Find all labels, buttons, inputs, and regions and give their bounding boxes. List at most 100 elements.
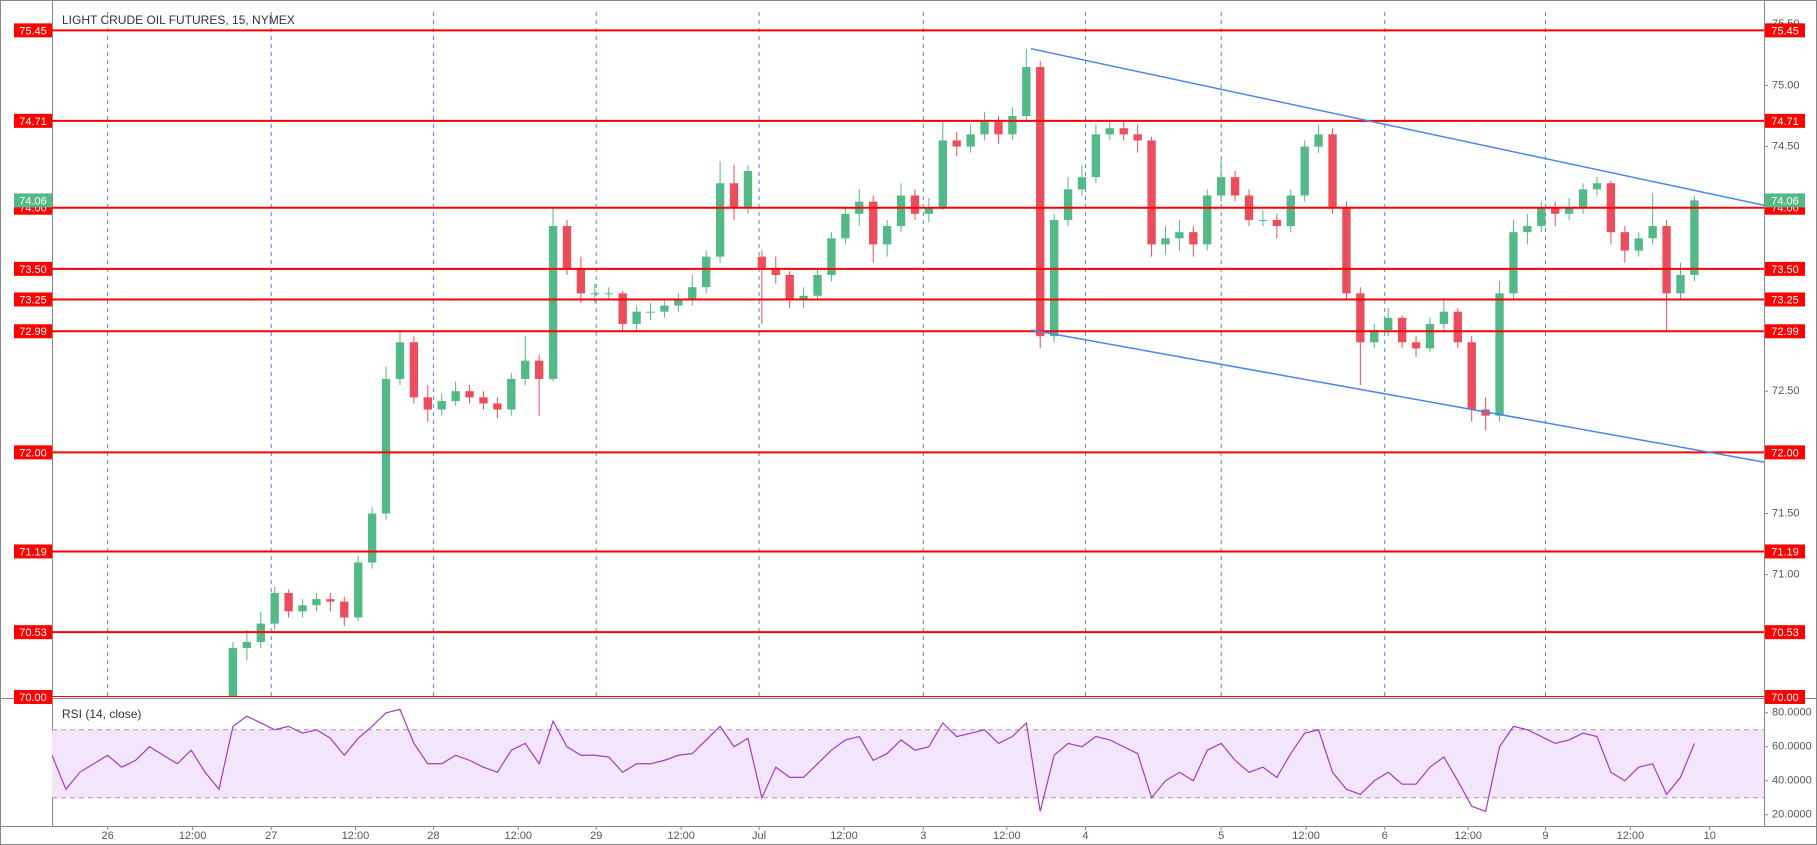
- candle-body: [1439, 311, 1449, 324]
- level-badge: [1765, 324, 1805, 339]
- candle-body: [534, 360, 544, 379]
- candle-body: [688, 287, 697, 300]
- y-tick-label: 60.0000: [1772, 741, 1812, 753]
- trend-line: [1030, 329, 1764, 463]
- candle-body: [813, 274, 822, 296]
- candle-body: [548, 226, 558, 379]
- candle-body: [228, 648, 238, 697]
- candle-body: [1105, 128, 1114, 135]
- level-label: 72.99: [19, 326, 47, 338]
- candle-body: [423, 397, 432, 410]
- x-tick-label: 12:00: [667, 830, 695, 842]
- candle-body: [381, 378, 391, 514]
- candle-body: [1091, 134, 1101, 178]
- candle-body: [1690, 200, 1699, 275]
- candle-body: [1411, 342, 1421, 349]
- candle-body: [1578, 189, 1588, 208]
- candle-body: [1300, 146, 1309, 196]
- x-tick-label: 5: [1218, 830, 1224, 842]
- y-tick-label: 71.00: [1772, 569, 1800, 581]
- candle-body: [660, 305, 669, 312]
- candle-body: [354, 562, 363, 618]
- rsi-title: RSI (14, close): [62, 707, 141, 721]
- last-price-label: 74.06: [1771, 195, 1799, 207]
- level-label: 75.45: [1771, 25, 1799, 37]
- x-tick-label: 29: [590, 830, 602, 842]
- y-tick-label: 74.50: [1772, 140, 1800, 152]
- y-tick-label: 75.00: [1772, 79, 1800, 91]
- candle-body: [340, 601, 349, 618]
- candle-body: [590, 293, 600, 295]
- level-label: 73.50: [1771, 264, 1799, 276]
- level-label: 70.53: [1771, 627, 1799, 639]
- candle-body: [284, 593, 293, 612]
- candle-body: [841, 213, 850, 239]
- candle-body: [1648, 226, 1657, 239]
- candle-body: [785, 274, 794, 300]
- candle-body: [799, 295, 808, 300]
- candle-body: [604, 293, 613, 295]
- candle-body: [1634, 238, 1643, 251]
- last-price-badge: [1765, 193, 1805, 208]
- candle-body: [646, 311, 655, 313]
- candle-body: [1203, 195, 1212, 245]
- x-tick-label: 10: [1704, 830, 1716, 842]
- level-label: 72.00: [19, 447, 47, 459]
- candle-body: [715, 183, 725, 257]
- candle-body: [1397, 317, 1407, 343]
- candle-body: [1230, 177, 1240, 196]
- candle-body: [1384, 317, 1393, 331]
- candle-body: [1175, 232, 1184, 239]
- level-badge: [14, 690, 52, 704]
- level-label: 71.19: [1771, 546, 1799, 558]
- candle-body: [1008, 115, 1017, 135]
- candle-body: [312, 599, 321, 606]
- level-label: 74.71: [19, 116, 47, 128]
- x-tick-label: 27: [265, 830, 277, 842]
- candle-body: [771, 268, 780, 275]
- candle-body: [729, 183, 739, 208]
- x-tick-label: 9: [1542, 830, 1548, 842]
- candle-body: [1495, 293, 1504, 416]
- candle-body: [479, 397, 488, 404]
- candle-body: [1551, 207, 1560, 214]
- candle-body: [1133, 134, 1142, 141]
- candle-body: [270, 593, 279, 624]
- candle-body: [1147, 140, 1156, 245]
- candle-body: [1049, 219, 1059, 337]
- candle-body: [1676, 274, 1685, 294]
- candle-body: [757, 256, 767, 269]
- x-tick-label: 3: [920, 830, 926, 842]
- candle-body: [326, 599, 335, 602]
- x-tick-label: 12:00: [342, 830, 370, 842]
- level-label: 73.25: [19, 294, 47, 306]
- candle-body: [1425, 323, 1435, 349]
- level-badge: [14, 445, 52, 460]
- candle-body: [1342, 207, 1351, 294]
- candle-body: [1022, 67, 1031, 116]
- candle-body: [395, 342, 405, 379]
- plot-area: [52, 12, 1764, 697]
- candle-body: [869, 201, 878, 245]
- level-label: 72.99: [1771, 326, 1799, 338]
- level-badge: [14, 23, 52, 38]
- level-badge: [14, 544, 52, 559]
- candle-body: [966, 134, 975, 147]
- level-badge: [1765, 113, 1805, 128]
- candle-body: [896, 195, 906, 227]
- candle-body: [1467, 342, 1476, 410]
- rsi-band: [52, 729, 1764, 798]
- level-badge: [1765, 292, 1805, 307]
- candle-body: [521, 360, 530, 379]
- candle-body: [632, 311, 641, 324]
- level-label: 73.25: [1771, 294, 1799, 306]
- candle-body: [743, 171, 753, 208]
- y-tick-label: 80.0000: [1772, 707, 1812, 719]
- candle-body: [1592, 183, 1602, 190]
- candle-body: [924, 207, 934, 214]
- x-tick-label: 28: [427, 830, 439, 842]
- candle-body: [493, 403, 502, 410]
- candle-body: [1453, 311, 1462, 343]
